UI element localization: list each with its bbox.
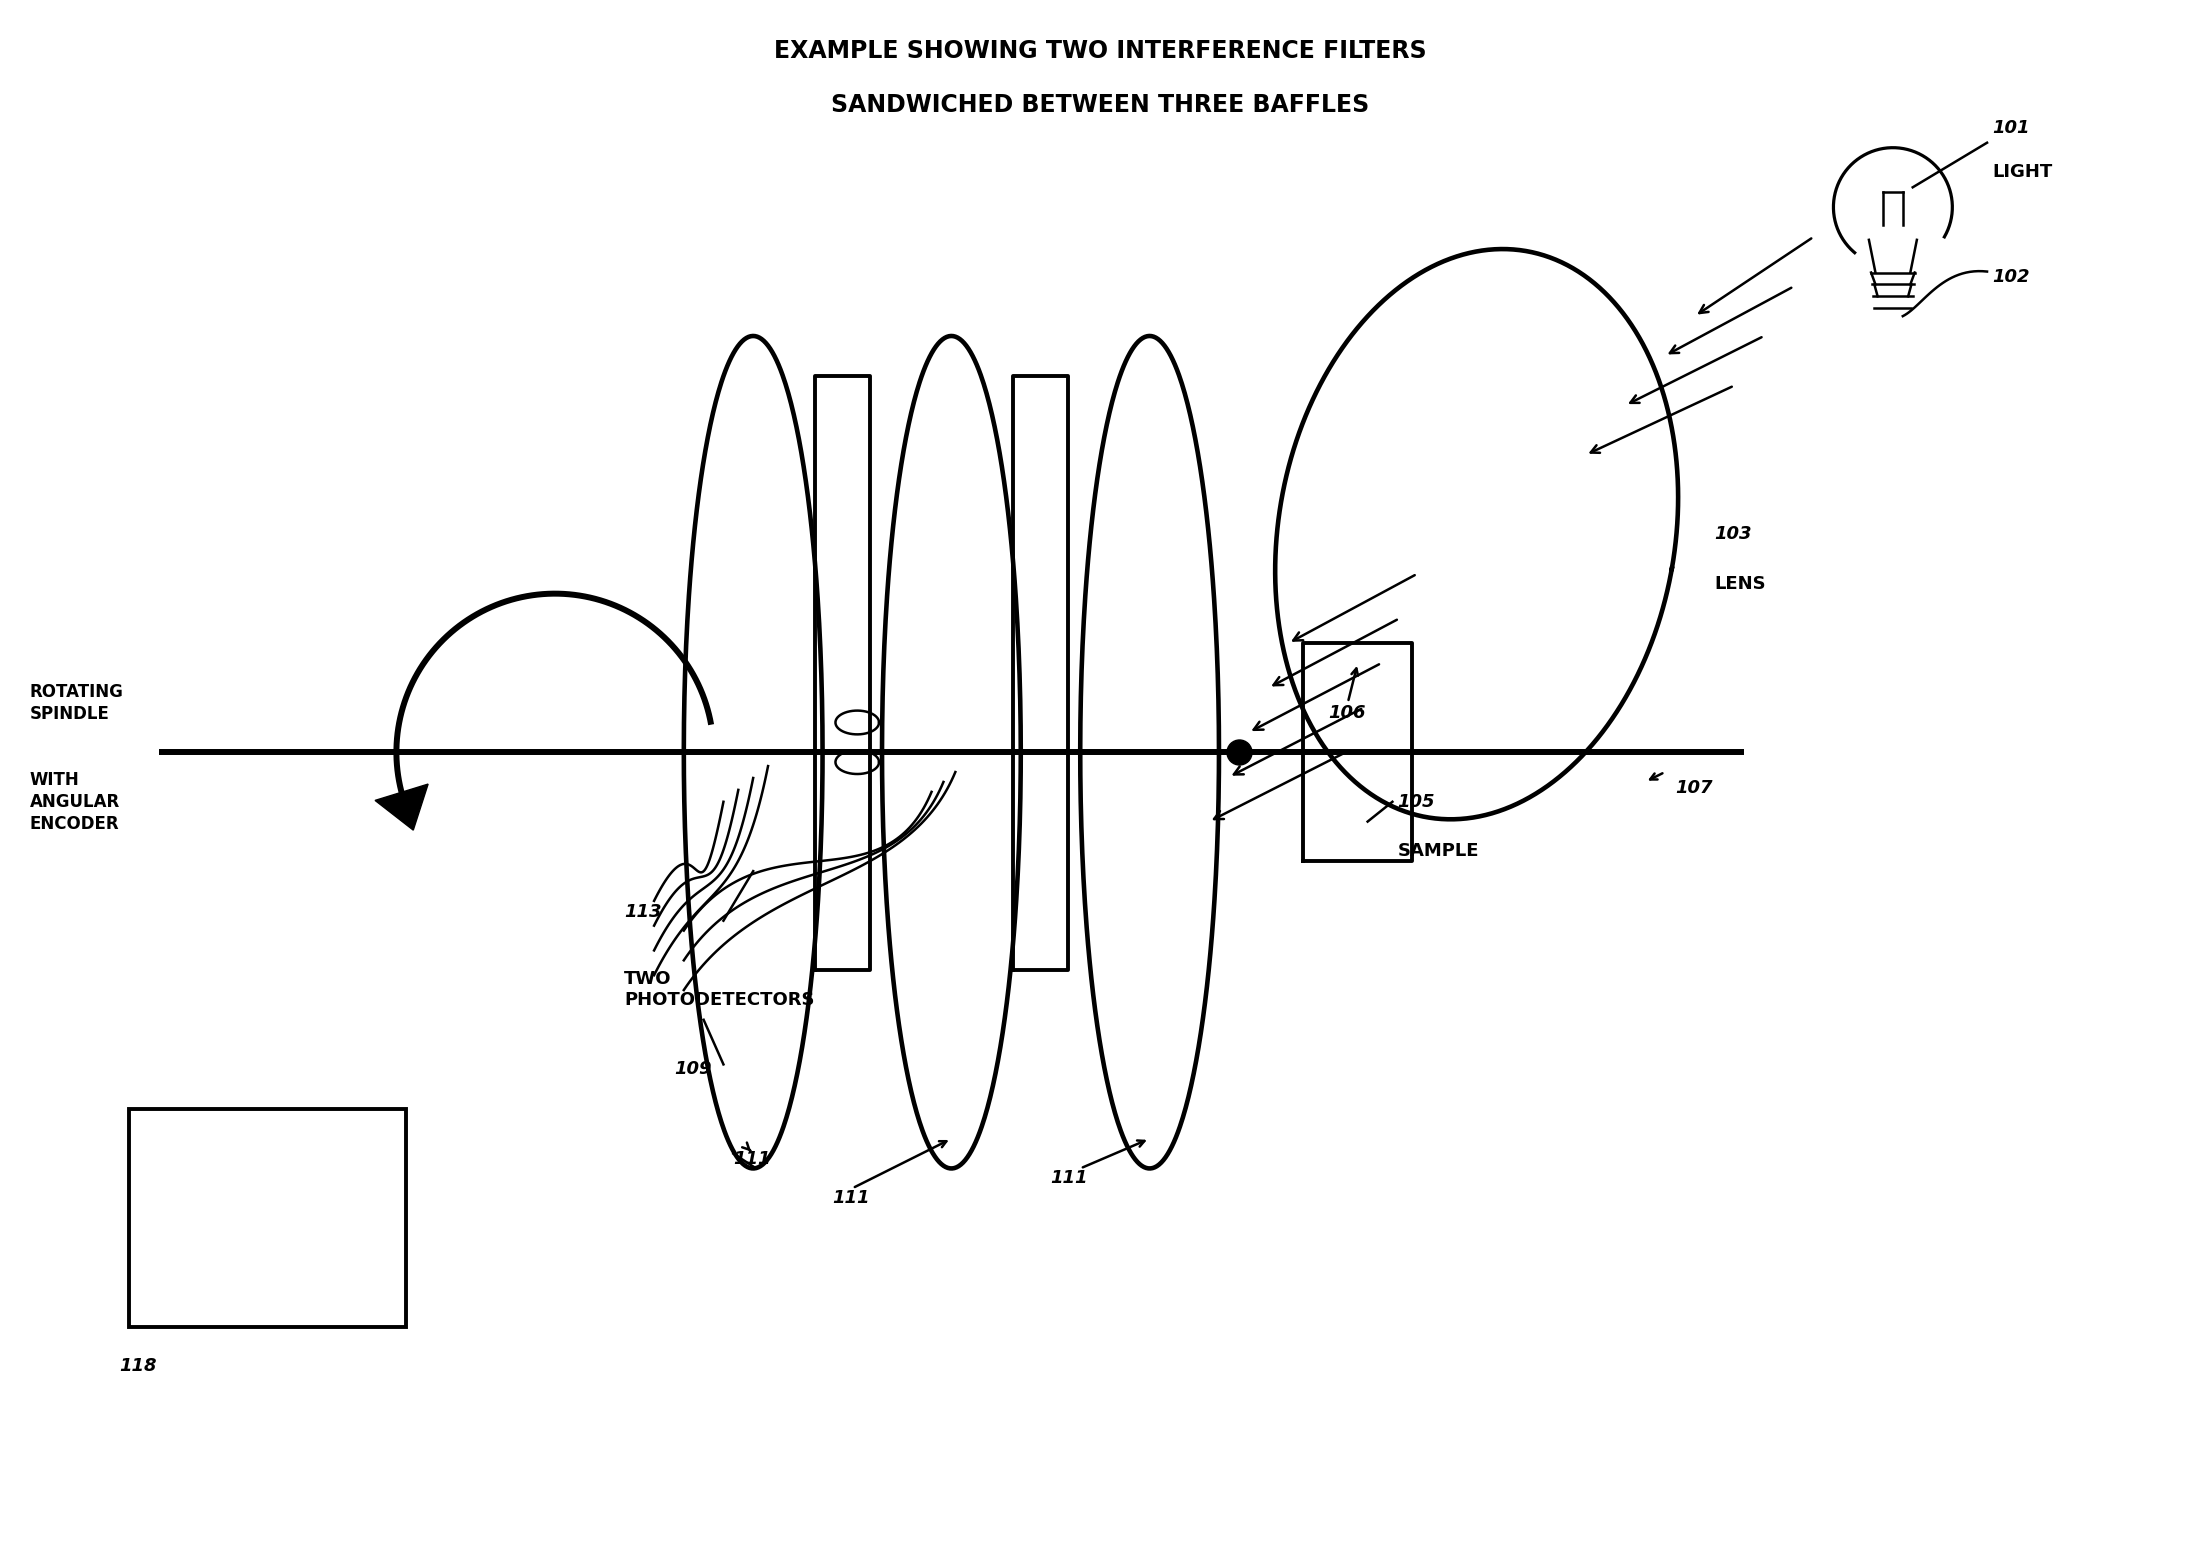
Text: LIGHT: LIGHT [1992,163,2052,182]
Text: SAMPLE: SAMPLE [1397,843,1479,860]
Text: LENS: LENS [1714,574,1767,593]
Text: 102: 102 [1992,267,2030,286]
Text: 107: 107 [1676,779,1711,796]
Text: TWO
PHOTODETECTORS: TWO PHOTODETECTORS [624,970,816,1009]
Text: 111: 111 [734,1150,772,1167]
Text: EXAMPLE SHOWING TWO INTERFERENCE FILTERS: EXAMPLE SHOWING TWO INTERFERENCE FILTERS [774,39,1426,62]
Text: 105: 105 [1397,793,1435,810]
Text: 113: 113 [624,903,661,920]
Polygon shape [376,784,429,830]
Text: 109: 109 [674,1060,712,1079]
Text: 103: 103 [1714,525,1751,543]
Text: 118: 118 [119,1356,157,1375]
Text: SANDWICHED BETWEEN THREE BAFFLES: SANDWICHED BETWEEN THREE BAFFLES [831,93,1369,116]
Text: 111: 111 [1050,1169,1088,1187]
Bar [128,1110,407,1327]
Text: 111: 111 [834,1189,869,1207]
Text: 106: 106 [1329,703,1366,722]
Text: WITH
ANGULAR
ENCODER: WITH ANGULAR ENCODER [29,770,119,833]
Text: 101: 101 [1992,120,2030,137]
Text: ROTATING
SPINDLE: ROTATING SPINDLE [29,683,124,723]
